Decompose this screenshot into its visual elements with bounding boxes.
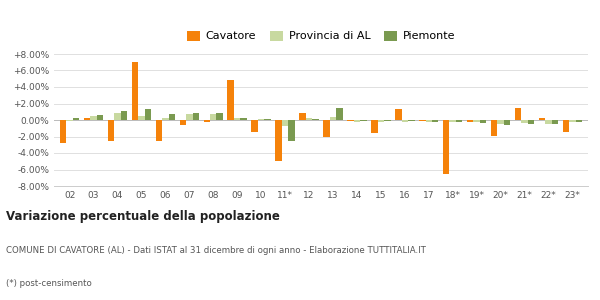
Bar [299, 113, 306, 120]
Bar [84, 118, 90, 120]
Bar [480, 120, 487, 123]
Bar [384, 120, 391, 121]
Bar [121, 111, 127, 120]
Bar [155, 120, 162, 141]
Bar [521, 120, 528, 123]
Bar [169, 114, 175, 120]
Bar [114, 112, 121, 120]
Bar [217, 113, 223, 120]
Bar [552, 120, 558, 124]
Bar [193, 112, 199, 120]
Bar [251, 120, 258, 132]
Bar [306, 118, 312, 120]
Bar [545, 120, 552, 124]
Bar [227, 80, 234, 120]
Bar [569, 120, 575, 122]
Bar [528, 120, 534, 124]
Bar [377, 120, 384, 122]
Bar [432, 120, 439, 122]
Bar [456, 120, 463, 122]
Bar [408, 120, 415, 121]
Bar [491, 120, 497, 136]
Bar [275, 120, 282, 161]
Bar [353, 120, 360, 122]
Bar [90, 116, 97, 120]
Bar [443, 120, 449, 174]
Bar [539, 118, 545, 120]
Bar [336, 108, 343, 120]
Bar [138, 116, 145, 120]
Bar [162, 118, 169, 120]
Bar [515, 108, 521, 120]
Bar [360, 120, 367, 121]
Bar [234, 118, 241, 120]
Bar [395, 109, 401, 120]
Bar [132, 62, 138, 120]
Bar [258, 119, 265, 120]
Bar [401, 120, 408, 122]
Bar [467, 120, 473, 122]
Bar [186, 114, 193, 120]
Bar [473, 120, 480, 122]
Bar [312, 119, 319, 120]
Bar [282, 120, 289, 126]
Bar [575, 120, 582, 122]
Bar [145, 109, 151, 120]
Bar [497, 120, 504, 124]
Bar [449, 120, 456, 122]
Bar [504, 120, 510, 125]
Legend: Cavatore, Provincia di AL, Piemonte: Cavatore, Provincia di AL, Piemonte [182, 26, 460, 46]
Bar [97, 115, 103, 120]
Bar [67, 120, 73, 121]
Bar [241, 118, 247, 120]
Bar [265, 119, 271, 120]
Bar [203, 120, 210, 122]
Bar [210, 114, 217, 120]
Bar [108, 120, 114, 141]
Bar [563, 120, 569, 132]
Bar [347, 120, 353, 121]
Bar [323, 120, 330, 136]
Bar [289, 120, 295, 142]
Bar [73, 118, 79, 120]
Text: Variazione percentuale della popolazione: Variazione percentuale della popolazione [6, 210, 280, 223]
Text: COMUNE DI CAVATORE (AL) - Dati ISTAT al 31 dicembre di ogni anno - Elaborazione : COMUNE DI CAVATORE (AL) - Dati ISTAT al … [6, 246, 426, 255]
Text: (*) post-censimento: (*) post-censimento [6, 279, 92, 288]
Bar [419, 120, 425, 121]
Bar [60, 120, 67, 143]
Bar [425, 120, 432, 122]
Bar [371, 120, 377, 133]
Bar [330, 117, 336, 120]
Bar [179, 120, 186, 125]
